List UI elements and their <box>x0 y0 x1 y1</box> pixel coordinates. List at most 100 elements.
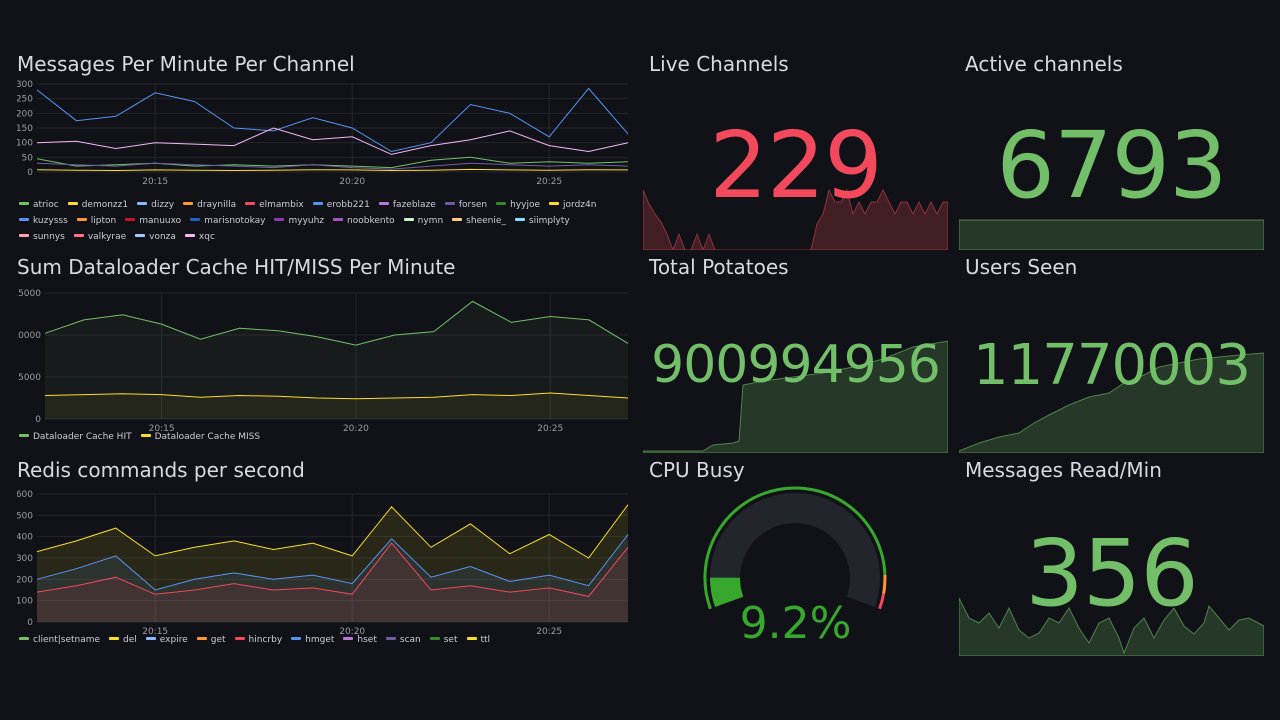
y-tick-label: 600 <box>17 490 33 500</box>
legend-item[interactable]: fazeblaze <box>378 197 436 213</box>
panel-title[interactable]: Messages Read/Min <box>965 458 1162 482</box>
legend-label: demonzz1 <box>81 200 129 210</box>
panel-title[interactable]: Sum Dataloader Cache HIT/MISS Per Minute <box>17 255 456 279</box>
panel-users-seen: Users Seen 11770003 <box>959 255 1264 453</box>
legend-swatch <box>234 637 245 640</box>
series-line <box>36 156 629 169</box>
legend-item[interactable]: client|setname <box>19 632 100 648</box>
legend-swatch <box>183 202 194 205</box>
series-line <box>36 504 629 559</box>
legend-swatch <box>274 218 285 221</box>
y-tick-label: 15000 <box>17 289 41 299</box>
legend-swatch <box>140 434 151 437</box>
legend-item[interactable]: Dataloader Cache MISS <box>140 429 261 445</box>
legend-item[interactable]: elmambix <box>245 197 304 213</box>
y-tick-label: 0 <box>35 415 41 425</box>
dataloader-cache-chart[interactable]: 15000 10000 5000 0 20:15 20:20 20:25 <box>17 287 632 435</box>
legend-item[interactable]: ttl <box>466 632 490 648</box>
x-tick-label: 20:25 <box>536 627 562 637</box>
legend-item[interactable]: xqc <box>184 229 215 245</box>
legend-item[interactable]: scan <box>385 632 421 648</box>
legend-item[interactable]: lipton <box>76 213 117 229</box>
legend-label: lipton <box>90 216 117 226</box>
legend-label: del <box>123 635 137 645</box>
panel-title[interactable]: CPU Busy <box>649 458 745 482</box>
legend-item[interactable]: erobb221 <box>312 197 370 213</box>
x-tick-label: 20:20 <box>343 424 369 434</box>
y-tick-label: 0 <box>27 168 33 178</box>
messages-read-value: 356 <box>1025 520 1199 627</box>
panel-title[interactable]: Live Channels <box>649 52 789 76</box>
panel-title[interactable]: Redis commands per second <box>17 458 305 482</box>
legend-item[interactable]: hyyjoe <box>496 197 540 213</box>
legend-label: hincrby <box>248 635 283 645</box>
chart-legend: Dataloader Cache HIT Dataloader Cache MIS… <box>19 429 629 445</box>
legend-item[interactable]: sunnys <box>19 229 65 245</box>
x-tick-label: 20:15 <box>149 424 175 434</box>
legend-swatch <box>466 637 477 640</box>
active-channels-value: 6793 <box>996 112 1227 219</box>
legend-swatch <box>333 218 344 221</box>
legend-item[interactable]: dizzy <box>137 197 174 213</box>
legend-label: noobkento <box>347 216 395 226</box>
legend-label: sunnys <box>33 232 65 242</box>
legend-item[interactable]: kuzysss <box>19 213 68 229</box>
legend-item[interactable]: Dataloader Cache HIT <box>19 429 132 445</box>
legend-item[interactable]: jordz4n <box>549 197 596 213</box>
y-tick-label: 400 <box>17 533 33 543</box>
panel-title[interactable]: Messages Per Minute Per Channel <box>17 52 355 76</box>
legend-item[interactable]: manuuxo <box>125 213 181 229</box>
legend-label: Dataloader Cache MISS <box>154 432 261 442</box>
legend-item[interactable]: atrioc <box>19 197 59 213</box>
legend-label: client|setname <box>33 635 101 645</box>
legend-label: vonza <box>149 232 176 242</box>
legend-item[interactable]: del <box>109 632 137 648</box>
legend-label: fazeblaze <box>392 200 436 210</box>
total-potatoes-value: 900994956 <box>651 335 941 395</box>
redis-commands-chart[interactable]: 600 500 400 300 200 100 0 20:15 20:20 20:25 <box>17 488 632 638</box>
legend-item[interactable]: noobkento <box>333 213 395 229</box>
legend-item[interactable]: sheenie_ <box>452 213 506 229</box>
legend-item[interactable]: siimplyty <box>514 213 570 229</box>
legend-item[interactable]: forsen <box>444 197 487 213</box>
legend-item[interactable]: myyuhz <box>274 213 324 229</box>
cpu-busy-gauge <box>703 486 887 610</box>
legend-item[interactable]: demonzz1 <box>67 197 129 213</box>
panel-title[interactable]: Total Potatoes <box>649 255 789 279</box>
legend-item[interactable]: draynilla <box>183 197 236 213</box>
x-tick-label: 20:20 <box>339 177 365 187</box>
legend-item[interactable]: marisnotokay <box>190 213 265 229</box>
legend-item[interactable]: hincrby <box>234 632 283 648</box>
legend-label: hset <box>357 635 377 645</box>
panel-messages-read: Messages Read/Min 356 <box>959 458 1264 656</box>
legend-swatch <box>190 218 201 221</box>
y-tick-label: 200 <box>17 575 33 585</box>
legend-item[interactable]: get <box>196 632 226 648</box>
legend-swatch <box>19 234 29 237</box>
y-tick-label: 500 <box>17 511 33 521</box>
x-tick-label: 20:15 <box>142 177 168 187</box>
legend-label: hyyjoe <box>510 200 541 210</box>
legend-item[interactable]: expire <box>145 632 188 648</box>
legend-item[interactable]: vonza <box>135 229 176 245</box>
panel-title[interactable]: Active channels <box>965 52 1123 76</box>
legend-label: erobb221 <box>326 200 370 210</box>
messages-per-minute-chart[interactable]: 300 250 200 150 100 50 0 20:15 20:20 20:25 <box>17 78 632 188</box>
chart-legend: client|setname del expire get hincrby hmget hs… <box>19 632 629 648</box>
series-line <box>44 300 629 346</box>
panel-title[interactable]: Users Seen <box>965 255 1078 279</box>
y-tick-label: 300 <box>17 554 33 564</box>
legend-item[interactable]: hset <box>343 632 377 648</box>
legend-item[interactable]: valkyrae <box>73 229 126 245</box>
live-channels-value: 229 <box>709 112 883 219</box>
legend-item[interactable]: hmget <box>291 632 334 648</box>
total-potatoes-sparkline <box>643 340 948 453</box>
legend-label: scan <box>399 635 421 645</box>
users-seen-sparkline <box>959 352 1264 453</box>
legend-swatch <box>19 218 29 221</box>
y-tick-label: 250 <box>17 95 33 105</box>
legend-item[interactable]: nymn <box>403 213 443 229</box>
legend-label: marisnotokay <box>204 216 266 226</box>
series-line <box>36 542 629 597</box>
legend-item[interactable]: set <box>429 632 458 648</box>
